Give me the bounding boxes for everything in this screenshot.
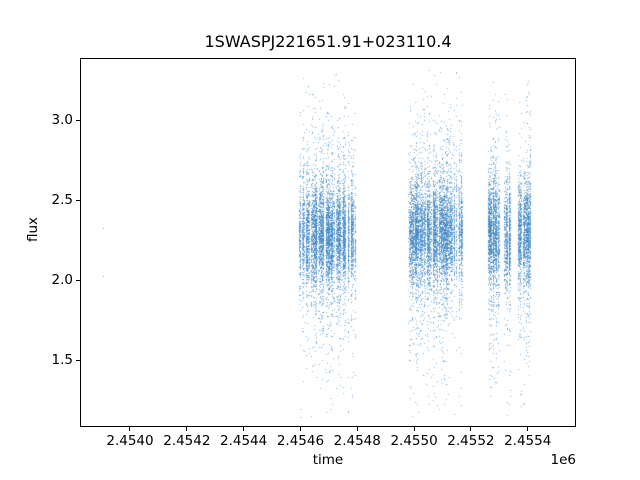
x-tick-label: 2.4540 <box>106 433 154 449</box>
y-tick-mark <box>76 119 80 121</box>
x-tick-label: 2.4552 <box>447 433 495 449</box>
x-tick-mark <box>186 427 188 431</box>
x-tick-mark <box>356 427 358 431</box>
chart-title: 1SWASPJ221651.91+023110.4 <box>204 32 452 51</box>
y-tick-label: 2.0 <box>51 272 73 288</box>
y-tick-label: 1.5 <box>51 352 73 368</box>
x-tick-mark <box>243 427 245 431</box>
x-tick-label: 2.4546 <box>276 433 325 449</box>
y-tick-mark <box>76 279 80 281</box>
plot-area <box>80 58 576 427</box>
y-tick-label: 2.5 <box>51 192 73 208</box>
x-tick-label: 2.4544 <box>220 433 268 449</box>
y-tick-mark <box>76 359 80 361</box>
x-tick-mark <box>129 427 131 431</box>
x-tick-label: 2.4548 <box>333 433 381 449</box>
y-tick-mark <box>76 199 80 201</box>
x-tick-mark <box>413 427 415 431</box>
x-tick-mark <box>470 427 472 431</box>
x-tick-mark <box>527 427 529 431</box>
x-tick-label: 2.4550 <box>390 433 438 449</box>
x-axis-label: time <box>312 452 344 468</box>
x-axis-offset-label: 1e6 <box>550 452 576 468</box>
y-tick-label: 3.0 <box>51 112 73 128</box>
x-tick-mark <box>299 427 301 431</box>
x-tick-label: 2.4554 <box>504 433 552 449</box>
x-tick-label: 2.4542 <box>163 433 211 449</box>
